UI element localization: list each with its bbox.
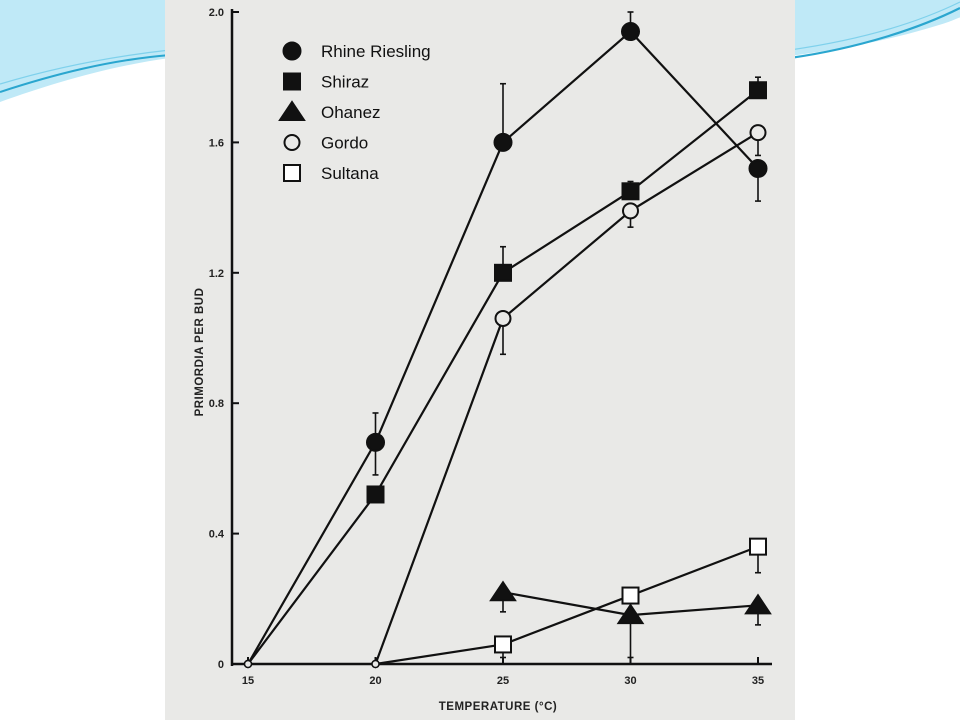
legend-item-gordo: Gordo [283,134,368,153]
data-point [494,263,512,282]
series-layer [243,11,772,669]
legend-marker [283,72,301,91]
legend-item-rhine-riesling: Rhine Riesling [282,41,431,61]
series-sultana [371,537,767,669]
series-gordo [371,124,767,669]
data-point [621,586,640,605]
x-tick-label: 15 [242,675,254,687]
data-point [366,432,385,452]
scanned-figure-panel [165,0,795,720]
series-line [374,131,759,665]
legend-marker [278,100,306,121]
data-point [749,537,767,556]
right-swoosh-decoration [789,0,960,65]
y-tick-label: 1.6 [209,137,224,149]
legend-label: Ohanez [321,103,381,122]
y-tick-label: 0.4 [209,529,225,541]
legend-marker [283,134,301,151]
data-point [489,580,517,602]
legend-label: Sultana [321,164,379,183]
y-tick-label: 2.0 [209,7,224,19]
data-point [494,635,512,654]
data-point [749,81,767,100]
axes [230,9,772,666]
data-point [494,309,512,327]
x-tick-label: 20 [369,675,381,687]
data-point [616,603,645,625]
legend-label: Gordo [321,134,368,153]
legend-marker [283,164,301,182]
series-ohanez [489,580,772,659]
legend-item-shiraz: Shiraz [283,72,369,92]
x-tick-label: 30 [624,675,636,687]
y-axis-ticks: 0 0.4 0.8 1.2 1.6 2.0 [209,7,239,671]
y-axis-title: PRIMORDIA PER BUD [194,288,206,417]
legend: Rhine Riesling Shiraz Ohanez Gordo Sultana [278,41,431,183]
data-point [749,124,767,142]
data-point [621,182,640,201]
data-point [748,158,768,178]
series-shiraz [243,76,767,669]
y-tick-label: 1.2 [209,268,224,280]
y-tick-label: 0.8 [209,398,224,410]
data-point [621,22,640,42]
data-point [366,485,385,504]
x-axis-title: TEMPERATURE (°C) [439,701,557,713]
data-point [493,132,513,152]
x-tick-label: 35 [752,675,764,687]
y-tick-label: 0 [218,659,224,671]
legend-marker [282,41,302,61]
x-axis-ticks: 15 20 25 30 35 [242,657,764,687]
legend-item-ohanez: Ohanez [278,100,381,122]
legend-label: Rhine Riesling [321,42,431,61]
data-point [243,659,253,669]
data-point [622,202,639,220]
series-line [375,545,759,666]
legend-item-sultana: Sultana [283,164,379,183]
left-swoosh-decoration [0,0,171,106]
data-point [371,659,380,669]
legend-label: Shiraz [321,73,369,92]
x-tick-label: 25 [497,675,509,687]
data-point [744,593,772,615]
